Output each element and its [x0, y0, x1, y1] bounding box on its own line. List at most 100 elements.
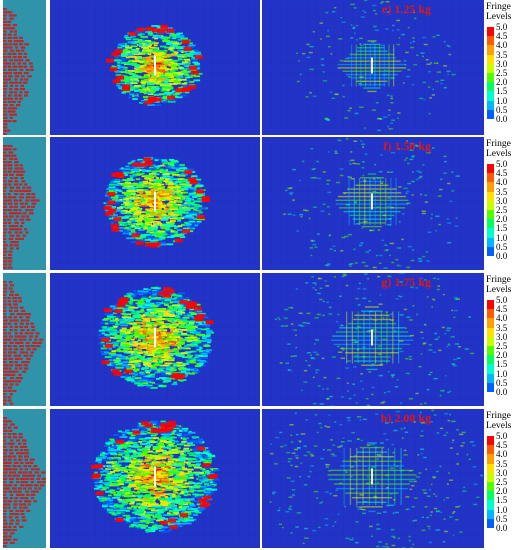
fringe-cell	[347, 76, 351, 78]
fringe-line	[351, 77, 393, 79]
mesh-line	[280, 273, 281, 406]
fringe-cell	[154, 181, 163, 183]
fringe-cell	[132, 377, 139, 380]
fringe-cell	[129, 341, 134, 344]
fringe-cell	[139, 239, 147, 242]
fringe-cell	[439, 188, 443, 191]
fringe-cell	[120, 341, 126, 343]
fringe-cell	[138, 235, 146, 238]
mesh-line	[406, 273, 407, 406]
fringe-cell	[443, 65, 448, 67]
fringe-cell	[124, 231, 130, 234]
fringe-cell	[167, 95, 176, 100]
damage-cell	[20, 177, 24, 180]
fringe-cell	[145, 379, 154, 382]
mesh-line	[451, 0, 452, 135]
fringe-cell	[149, 292, 156, 294]
fringe-cell	[421, 337, 424, 339]
fringe-cell	[170, 65, 177, 68]
fringe-cell	[306, 351, 311, 354]
fringe-cell	[109, 359, 113, 362]
fringe-cell	[423, 98, 426, 101]
damage-cell	[22, 370, 27, 373]
fringe-cell	[139, 345, 147, 348]
damage-cell	[13, 157, 18, 160]
fringe-cell	[171, 62, 178, 65]
fringe-cell	[149, 236, 154, 239]
fringe-cell	[432, 351, 436, 354]
legend-tick-label: 0.0	[496, 251, 508, 261]
fringe-cell	[179, 342, 185, 345]
mesh-line	[262, 36, 484, 37]
fringe-cell	[157, 321, 164, 323]
fringe-cell	[182, 306, 186, 309]
mesh-line	[50, 327, 260, 328]
fringe-cell	[163, 379, 171, 382]
fringe-cell	[194, 64, 200, 67]
fringe-cell	[155, 368, 164, 371]
fringe-cell	[201, 343, 206, 346]
fringe-cell	[336, 345, 340, 348]
fringe-cell	[171, 67, 179, 70]
fringe-cell	[134, 211, 143, 214]
fringe-cell	[415, 145, 420, 147]
fringe-cell	[173, 205, 179, 207]
fringe-cell	[422, 164, 425, 166]
fringe-cell	[368, 371, 372, 373]
fringe-cell	[147, 104, 155, 106]
fringe-cell	[134, 382, 141, 385]
damage-cell	[7, 351, 13, 354]
fringe-cell	[329, 91, 332, 94]
fringe-cell	[113, 209, 120, 212]
fringe-cell	[168, 183, 175, 186]
damage-cell	[19, 193, 25, 196]
fringe-cell	[200, 339, 207, 342]
fringe-cell	[196, 67, 201, 70]
damage-cell	[32, 341, 37, 344]
fringe-cell	[187, 314, 192, 317]
mesh-line	[239, 273, 240, 406]
fringe-cell	[303, 209, 307, 211]
fringe-cell	[134, 57, 139, 60]
damage-cell	[14, 361, 19, 364]
fringe-cell	[355, 223, 360, 225]
fringe-cell	[137, 335, 141, 338]
fringe-cell	[198, 323, 203, 325]
fringe-cell	[119, 344, 125, 347]
mesh-line	[271, 137, 272, 270]
fringe-cell	[184, 170, 193, 175]
fringe-cell	[174, 328, 181, 331]
damage-cell	[35, 332, 40, 335]
fringe-cell	[187, 354, 194, 357]
fringe-cell	[293, 329, 298, 331]
fringe-cell	[188, 226, 196, 229]
damage-cell	[34, 199, 40, 202]
fringe-cell	[145, 49, 153, 52]
mesh-line	[262, 146, 484, 147]
fringe-cell	[98, 329, 105, 332]
damage-cell	[26, 193, 31, 196]
mesh-line	[77, 273, 78, 406]
damage-cell	[22, 170, 26, 173]
mesh-line	[262, 218, 484, 219]
fringe-cell	[143, 64, 149, 67]
legend-tick-label: 0.0	[496, 114, 508, 124]
fringe-cell	[150, 241, 155, 243]
fringe-cell	[184, 73, 193, 76]
fringe-cell	[157, 29, 166, 34]
fringe-cell	[137, 374, 146, 377]
legend-color-segment	[487, 191, 494, 201]
fringe-cell	[151, 349, 157, 352]
fringe-cell	[111, 350, 116, 353]
fringe-cell	[446, 327, 452, 329]
fringe-cell	[152, 223, 157, 225]
fringe-line	[353, 318, 391, 321]
fringe-cell	[189, 339, 197, 342]
damage-cell	[27, 189, 32, 192]
fringe-cell	[161, 202, 165, 205]
damage-cell	[7, 27, 13, 30]
fringe-cell	[433, 377, 438, 380]
legend-color-segment	[487, 219, 494, 229]
fringe-cell	[166, 188, 171, 191]
fringe-cell	[364, 153, 368, 155]
